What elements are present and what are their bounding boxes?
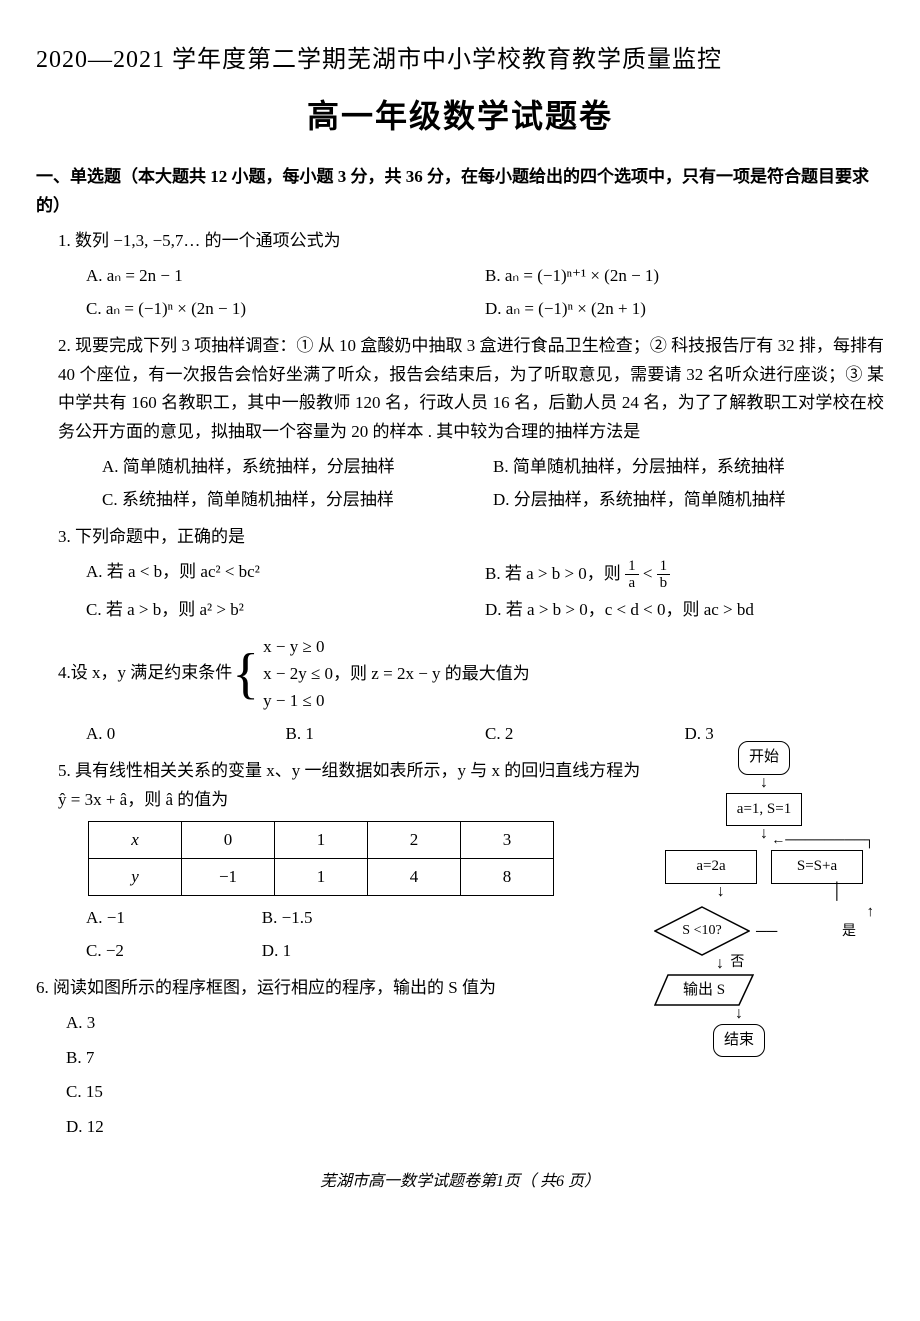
q3-row1: A. 若 a < b，则 ac² < bc² B. 若 a > b > 0，则 …: [86, 556, 884, 594]
fc-cond: S <10?: [654, 906, 750, 956]
fc-yes: 是: [842, 920, 856, 944]
fc-end: 结束: [713, 1024, 765, 1058]
q4-c3: y − 1 ≤ 0: [263, 687, 530, 714]
q1-B: B. aₙ = (−1)ⁿ⁺¹ × (2n − 1): [485, 260, 884, 293]
q2-text: 现要完成下列 3 项抽样调查：① 从 10 盒酸奶中抽取 3 盒进行食品卫生检查…: [58, 336, 884, 442]
q2-row2: C. 系统抽样，简单随机抽样，分层抽样 D. 分层抽样，系统抽样，简单随机抽样: [102, 484, 884, 517]
q3-A: A. 若 a < b，则 ac² < bc²: [86, 556, 485, 594]
fc-cond-text: S <10?: [654, 906, 750, 956]
q3-text: 下列命题中，正确的是: [75, 527, 245, 546]
q1-A: A. aₙ = 2n − 1: [86, 260, 485, 293]
fc-output: 输出 S: [654, 974, 754, 1006]
fc-start: 开始: [738, 741, 790, 775]
q5-D: D. 1: [262, 935, 438, 968]
frac-1a: 1a: [625, 558, 639, 592]
q6-B: B. 7: [66, 1044, 644, 1073]
q4: 4. 设 x，y 满足约束条件 { x − y ≥ 0 x − 2y ≤ 0，则…: [58, 633, 884, 715]
arrow-icon: ↓: [644, 775, 884, 793]
q5-num: 5.: [58, 761, 71, 780]
arrow-icon: ↓: [644, 1006, 884, 1024]
q5-row2: C. −2 D. 1: [86, 935, 438, 968]
q4-c2: x − 2y ≤ 0: [263, 664, 333, 683]
t-r1c5: 3: [461, 822, 554, 859]
fc-b2: a=2a: [665, 850, 757, 884]
q1-D: D. aₙ = (−1)ⁿ × (2n + 1): [485, 293, 884, 326]
q3: 3. 下列命题中，正确的是: [58, 523, 884, 552]
page-footer: 芜湖市高一数学试题卷第1页（ 共6 页）: [36, 1168, 884, 1195]
t-r1c3: 1: [275, 822, 368, 859]
t-r2c1: y: [89, 859, 182, 896]
q6-num: 6.: [36, 978, 49, 997]
q2: 2. 现要完成下列 3 项抽样调查：① 从 10 盒酸奶中抽取 3 盒进行食品卫…: [58, 332, 884, 448]
fc-no: 否: [730, 956, 744, 970]
q4-cases: { x − y ≥ 0 x − 2y ≤ 0，则 z = 2x − y 的最大值…: [232, 633, 530, 715]
q4-post: ，则 z = 2x − y 的最大值为: [333, 664, 530, 683]
q6-text: 阅读如图所示的程序框图，运行相应的程序，输出的 S 值为: [53, 978, 496, 997]
arrow-icon: ↓ │: [644, 884, 884, 906]
section1-head: 一、单选题（本大题共 12 小题，每小题 3 分，共 36 分，在每小题给出的四…: [36, 163, 884, 221]
q1: 1. 数列 −1,3, −5,7… 的一个通项公式为: [58, 227, 884, 256]
q5-C: C. −2: [86, 935, 262, 968]
q4-pre: 设 x，y 满足约束条件: [71, 659, 233, 688]
q4-c1: x − y ≥ 0: [263, 633, 530, 660]
q3-B: B. 若 a > b > 0，则 1a < 1b: [485, 556, 884, 594]
q2-B: B. 简单随机抽样，分层抽样，系统抽样: [493, 451, 884, 484]
t-r2c4: 4: [368, 859, 461, 896]
q1-num: 1.: [58, 231, 71, 250]
q2-num: 2.: [58, 336, 71, 355]
q5-table: x 0 1 2 3 y −1 1 4 8: [88, 821, 554, 896]
q1-C: C. aₙ = (−1)ⁿ × (2n − 1): [86, 293, 485, 326]
q3-B-pre: B. 若 a > b > 0，则: [485, 564, 621, 583]
q5-text: 具有线性相关关系的变量 x、y 一组数据如表所示，y 与 x 的回归直线方程为 …: [58, 761, 640, 809]
fc-output-text: 输出 S: [654, 974, 754, 1006]
q5-row1: A. −1 B. −1.5: [86, 902, 438, 935]
q4-B: B. 1: [286, 718, 486, 751]
q4-num: 4.: [58, 659, 71, 688]
t-r1c1: x: [89, 822, 182, 859]
t-r2c5: 8: [461, 859, 554, 896]
frac-1b: 1b: [657, 558, 671, 592]
q5-A: A. −1: [86, 902, 262, 935]
q6-D: D. 12: [66, 1113, 644, 1142]
q3-D: D. 若 a > b > 0，c < d < 0，则 ac > bd: [485, 594, 884, 627]
q6-A: A. 3: [66, 1009, 644, 1038]
header-line1: 2020—2021 学年度第二学期芜湖市中小学校教育教学质量监控: [36, 40, 884, 81]
t-r2c2: −1: [182, 859, 275, 896]
q6-C: C. 15: [66, 1078, 644, 1107]
q2-C: C. 系统抽样，简单随机抽样，分层抽样: [102, 484, 493, 517]
t-r2c3: 1: [275, 859, 368, 896]
header-line2: 高一年级数学试题卷: [36, 89, 884, 143]
q4-A: A. 0: [86, 718, 286, 751]
arrow-icon: ↓ 否: [644, 956, 884, 974]
fc-b1: a=1, S=1: [726, 793, 802, 827]
t-r1c2: 0: [182, 822, 275, 859]
fc-b3: S=S+a: [771, 850, 863, 884]
q3-num: 3.: [58, 527, 71, 546]
q6: 6. 阅读如图所示的程序框图，运行相应的程序，输出的 S 值为: [36, 974, 644, 1003]
q3-row2: C. 若 a > b，则 a² > b² D. 若 a > b > 0，c < …: [86, 594, 884, 627]
q2-D: D. 分层抽样，系统抽样，简单随机抽样: [493, 484, 884, 517]
flowchart: 开始 ↓ a=1, S=1 ↓ ←────────┐ a=2a S=S+a ↓ …: [644, 741, 884, 1057]
q1-text: 数列 −1,3, −5,7… 的一个通项公式为: [75, 231, 341, 250]
q5-B: B. −1.5: [262, 902, 438, 935]
q5: 5. 具有线性相关关系的变量 x、y 一组数据如表所示，y 与 x 的回归直线方…: [58, 757, 644, 815]
arrow-icon: ↓ ←────────┐: [644, 826, 884, 844]
q2-A: A. 简单随机抽样，系统抽样，分层抽样: [102, 451, 493, 484]
t-r1c4: 2: [368, 822, 461, 859]
q1-options: A. aₙ = 2n − 1 B. aₙ = (−1)ⁿ⁺¹ × (2n − 1…: [86, 260, 884, 326]
q2-row1: A. 简单随机抽样，系统抽样，分层抽样 B. 简单随机抽样，分层抽样，系统抽样: [102, 451, 884, 484]
q3-C: C. 若 a > b，则 a² > b²: [86, 594, 485, 627]
